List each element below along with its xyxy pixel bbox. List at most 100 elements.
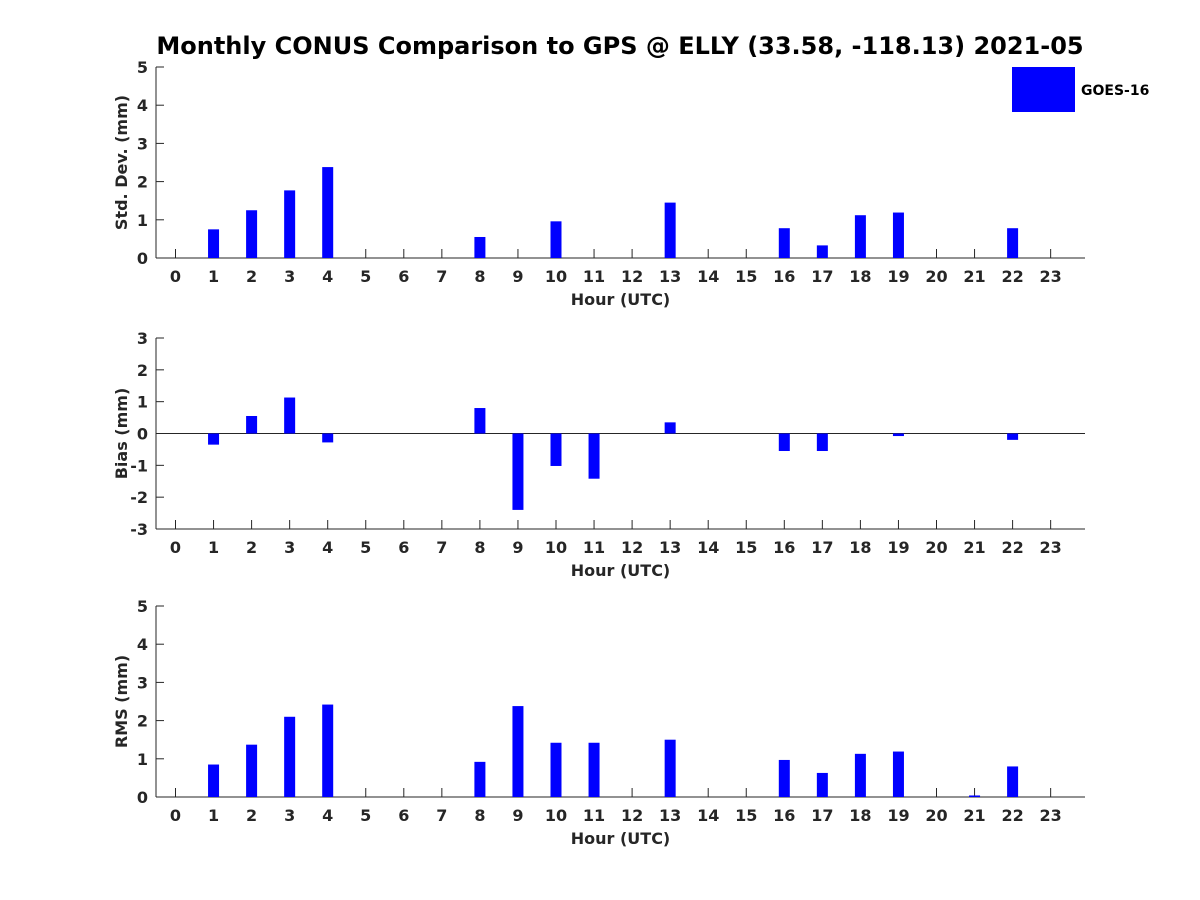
bar-rms-hour-4 (322, 704, 334, 797)
x-tick-label-rms: 13 (659, 806, 681, 825)
legend-label-goes16: GOES-16 (1081, 83, 1149, 99)
bar-rms-hour-13 (664, 739, 676, 797)
bar-rms-hour-1 (208, 764, 220, 797)
x-tick-label-std: 12 (621, 267, 643, 286)
bar-rms-hour-19 (892, 751, 904, 797)
y-axis-label-bias: Bias (mm) (112, 388, 131, 480)
y-tick-label-rms: 2 (137, 712, 148, 731)
x-tick-label-std: 7 (436, 267, 447, 286)
x-tick-label-bias: 2 (246, 538, 257, 557)
x-tick-label-std: 19 (887, 267, 909, 286)
x-tick-label-std: 23 (1040, 267, 1062, 286)
y-tick-label-std: 5 (137, 58, 148, 77)
x-tick-label-bias: 16 (773, 538, 795, 557)
x-tick-label-bias: 4 (322, 538, 333, 557)
y-tick-label-std: 4 (137, 96, 148, 115)
x-tick-label-rms: 4 (322, 806, 333, 825)
x-tick-label-rms: 12 (621, 806, 643, 825)
x-tick-label-std: 17 (811, 267, 833, 286)
x-tick-label-std: 0 (170, 267, 181, 286)
bar-std-hour-3 (284, 190, 296, 258)
x-tick-label-bias: 5 (360, 538, 371, 557)
x-tick-label-rms: 0 (170, 806, 181, 825)
x-tick-label-rms: 19 (887, 806, 909, 825)
y-tick-label-rms: 4 (137, 635, 148, 654)
bar-rms-hour-11 (588, 742, 600, 797)
x-tick-label-rms: 2 (246, 806, 257, 825)
y-tick-label-std: 3 (137, 134, 148, 153)
bar-std-hour-8 (474, 236, 486, 258)
x-axis-label-std: Hour (UTC) (571, 290, 671, 309)
x-tick-label-bias: 13 (659, 538, 681, 557)
bar-bias-hour-13 (664, 422, 676, 434)
x-tick-label-std: 15 (735, 267, 757, 286)
x-tick-label-std: 1 (208, 267, 219, 286)
bar-bias-hour-4 (322, 433, 334, 443)
x-tick-label-rms: 5 (360, 806, 371, 825)
x-tick-label-rms: 18 (849, 806, 871, 825)
bar-bias-hour-10 (550, 433, 562, 466)
bar-rms-hour-16 (778, 759, 790, 797)
x-tick-label-rms: 3 (284, 806, 295, 825)
y-tick-label-bias: -3 (130, 520, 148, 539)
x-tick-label-bias: 17 (811, 538, 833, 557)
x-tick-label-std: 5 (360, 267, 371, 286)
x-tick-label-rms: 1 (208, 806, 219, 825)
x-tick-label-bias: 20 (925, 538, 947, 557)
bar-bias-hour-1 (208, 433, 220, 445)
y-tick-label-bias: 3 (137, 329, 148, 348)
y-axis-label-rms: RMS (mm) (112, 655, 131, 748)
y-axis-label-std: Std. Dev. (mm) (112, 95, 131, 230)
x-tick-label-std: 11 (583, 267, 605, 286)
x-tick-label-rms: 16 (773, 806, 795, 825)
x-tick-label-bias: 15 (735, 538, 757, 557)
x-tick-label-std: 10 (545, 267, 567, 286)
x-tick-label-bias: 23 (1040, 538, 1062, 557)
x-tick-label-rms: 7 (436, 806, 447, 825)
y-tick-label-std: 2 (137, 173, 148, 192)
bar-bias-hour-16 (778, 433, 790, 452)
bar-rms-hour-17 (816, 772, 828, 797)
bar-rms-hour-9 (512, 706, 524, 797)
bar-rms-hour-2 (246, 744, 258, 797)
x-tick-label-bias: 3 (284, 538, 295, 557)
x-tick-label-std: 21 (963, 267, 985, 286)
y-tick-label-rms: 0 (137, 788, 148, 807)
x-tick-label-bias: 6 (398, 538, 409, 557)
bar-std-hour-22 (1007, 228, 1019, 258)
x-tick-label-std: 8 (474, 267, 485, 286)
x-tick-label-rms: 15 (735, 806, 757, 825)
x-tick-label-std: 2 (246, 267, 257, 286)
bar-bias-hour-17 (816, 433, 828, 452)
bar-std-hour-13 (664, 202, 676, 258)
y-tick-label-std: 0 (137, 249, 148, 268)
legend-swatch-goes16 (1012, 67, 1075, 112)
x-tick-label-rms: 20 (925, 806, 947, 825)
bar-bias-hour-9 (512, 433, 524, 510)
x-tick-label-rms: 14 (697, 806, 719, 825)
x-tick-label-rms: 8 (474, 806, 485, 825)
bar-std-hour-16 (778, 228, 790, 258)
bar-bias-hour-22 (1007, 433, 1019, 440)
x-tick-label-std: 18 (849, 267, 871, 286)
bar-std-hour-2 (246, 210, 258, 258)
x-tick-label-std: 6 (398, 267, 409, 286)
y-tick-label-rms: 1 (137, 750, 148, 769)
x-tick-label-rms: 17 (811, 806, 833, 825)
x-tick-label-std: 3 (284, 267, 295, 286)
y-tick-label-bias: -2 (130, 488, 148, 507)
x-tick-label-rms: 23 (1040, 806, 1062, 825)
x-tick-label-rms: 6 (398, 806, 409, 825)
bar-rms-hour-3 (284, 716, 296, 797)
bar-std-hour-1 (208, 229, 220, 258)
x-tick-label-rms: 9 (512, 806, 523, 825)
x-tick-label-std: 14 (697, 267, 719, 286)
bar-rms-hour-8 (474, 761, 486, 797)
x-tick-label-std: 9 (512, 267, 523, 286)
x-tick-label-bias: 21 (963, 538, 985, 557)
x-tick-label-bias: 11 (583, 538, 605, 557)
